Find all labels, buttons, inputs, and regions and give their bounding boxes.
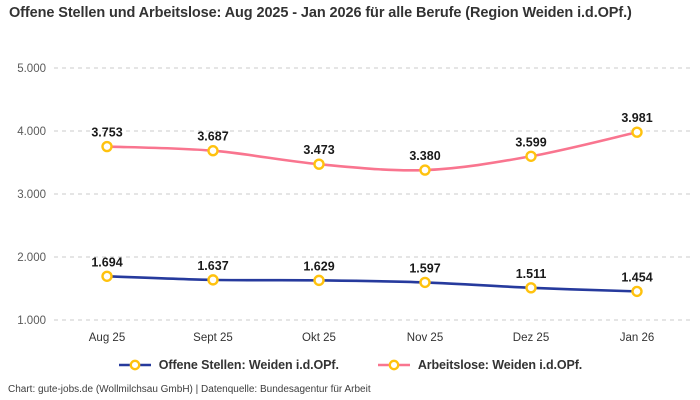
- data-label: 1.637: [197, 259, 228, 273]
- series-line: [105, 130, 639, 172]
- data-point-marker: [419, 276, 431, 289]
- data-point-marker: [207, 274, 219, 286]
- data-point-marker: [525, 150, 537, 162]
- chart-title: Offene Stellen und Arbeitslose: Aug 2025…: [9, 5, 632, 21]
- y-tick-label: 4.000: [17, 126, 46, 138]
- x-tick-label: Sept 25: [193, 332, 233, 344]
- data-point-marker: [631, 126, 643, 138]
- data-label: 3.473: [303, 143, 334, 157]
- series-line: [105, 274, 639, 293]
- data-label: 3.981: [621, 111, 652, 125]
- data-label: 3.753: [91, 126, 122, 140]
- data-label: 3.380: [409, 149, 440, 163]
- data-point-marker: [525, 282, 537, 294]
- legend-marker-icon: [118, 359, 151, 371]
- data-label: 1.629: [303, 259, 334, 273]
- data-point-marker: [101, 140, 113, 153]
- legend-item: Offene Stellen: Weiden i.d.OPf.: [118, 358, 339, 372]
- attribution-text: Chart: gute-jobs.de (Wollmilchsau GmbH) …: [8, 384, 371, 395]
- data-point-marker: [207, 145, 219, 157]
- legend-label: Offene Stellen: Weiden i.d.OPf.: [158, 358, 339, 372]
- legend-marker-icon: [377, 359, 410, 371]
- legend-item: Arbeitslose: Weiden i.d.OPf.: [377, 358, 582, 372]
- y-tick-label: 3.000: [17, 189, 46, 201]
- data-label: 1.511: [516, 267, 547, 281]
- data-label: 3.687: [197, 130, 228, 144]
- x-tick-label: Jan 26: [620, 332, 655, 344]
- data-point-marker: [313, 158, 325, 170]
- data-point-marker: [419, 164, 431, 176]
- x-tick-label: Aug 25: [89, 332, 125, 344]
- data-label: 3.599: [515, 135, 546, 149]
- y-tick-label: 2.000: [17, 252, 46, 264]
- y-tick-label: 1.000: [17, 315, 46, 327]
- data-label: 1.454: [621, 270, 652, 284]
- data-label: 1.597: [409, 261, 440, 275]
- data-point-marker: [631, 285, 643, 298]
- chart-legend: Offene Stellen: Weiden i.d.OPf. Arbeitslo…: [0, 358, 700, 372]
- data-label: 1.694: [91, 255, 122, 269]
- legend-label: Arbeitslose: Weiden i.d.OPf.: [417, 358, 583, 372]
- x-tick-label: Okt 25: [302, 332, 336, 344]
- data-point-marker: [313, 274, 325, 287]
- x-tick-label: Nov 25: [407, 332, 443, 344]
- y-tick-label: 5.000: [17, 63, 46, 75]
- data-point-marker: [101, 270, 113, 282]
- x-tick-label: Dez 25: [513, 332, 549, 344]
- line-chart: 1.000 2.000 3.000 4.000 5.000 Aug 25 Sept 25 Ok…: [17, 63, 690, 344]
